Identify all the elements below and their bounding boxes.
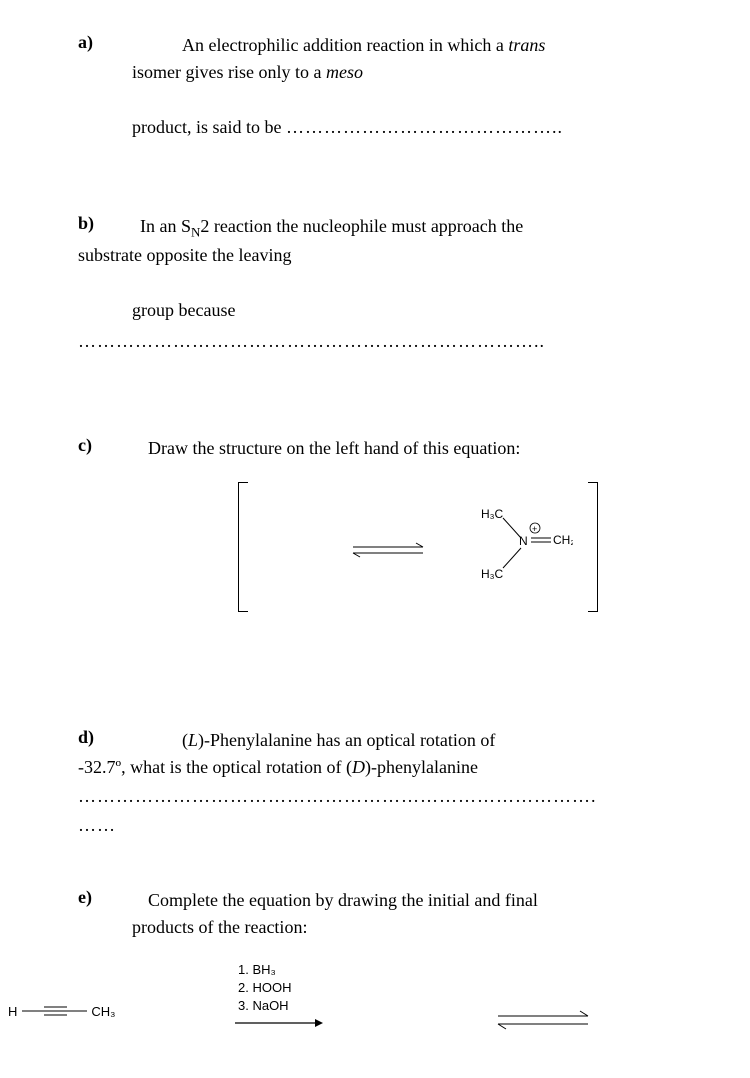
- question-c-line1: Draw the structure on the left hand of t…: [148, 435, 520, 462]
- triple-bond-icon: [19, 1003, 89, 1019]
- qa-line3-text: product, is said to be: [132, 117, 286, 137]
- question-c-label: c): [78, 435, 132, 456]
- qa-line2-italic: meso: [326, 62, 363, 82]
- qd-line2-post: )-phenylalanine: [365, 757, 478, 777]
- qa-line1-pre: An electrophilic addition reaction in wh…: [182, 35, 508, 55]
- reagents-block: H CH₃ 1. BH₃ 2. HOOH 3. NaOH: [78, 961, 672, 1041]
- equilibrium-right-icon: [493, 1009, 593, 1036]
- question-e-line1: Complete the equation by drawing the ini…: [148, 887, 538, 914]
- qa-line2-pre: isomer gives rise only to a: [132, 62, 326, 82]
- question-d-label: d): [78, 727, 132, 748]
- question-a-line3: product, is said to be ……………………………………..: [132, 114, 672, 141]
- qd-line2-italic: D: [352, 757, 365, 777]
- iminium-structure: H₃C N + CH₂ H₃C: [463, 500, 573, 592]
- question-c: c) Draw the structure on the left hand o…: [78, 435, 672, 632]
- question-b: b) In an SN2 reaction the nucleophile mu…: [78, 213, 672, 355]
- question-a-label: a): [78, 32, 132, 53]
- reaction-arrow-icon: [233, 1016, 323, 1034]
- qb-line1-post: 2 reaction the nucleophile must approach…: [200, 216, 523, 236]
- question-b-label: b): [78, 213, 132, 234]
- question-d-line1: (L)-Phenylalanine has an optical rotatio…: [182, 727, 495, 754]
- struct-n: N: [519, 534, 528, 548]
- equilibrium-arrow-icon: [348, 540, 428, 565]
- bracket-left: [238, 482, 248, 612]
- question-e-label: e): [78, 887, 132, 908]
- question-e-row1: e) Complete the equation by drawing the …: [78, 887, 672, 914]
- reagent-2: 2. HOOH: [238, 979, 291, 997]
- struct-h3c-top: H₃C: [481, 507, 504, 521]
- reagent-3: 3. NaOH: [238, 997, 291, 1015]
- qb-line1-sub: N: [191, 225, 200, 240]
- question-b-line3: group because: [132, 297, 672, 324]
- question-d-line3: ……………………………………………………………………….: [78, 783, 672, 810]
- reagents-list: 1. BH₃ 2. HOOH 3. NaOH: [238, 961, 291, 1016]
- qa-line1-italic: trans: [508, 35, 545, 55]
- reagent-1: 1. BH₃: [238, 961, 291, 979]
- struct-h3c-bottom: H₃C: [481, 567, 504, 581]
- question-c-row1: c) Draw the structure on the left hand o…: [78, 435, 672, 462]
- struct-charge: +: [532, 524, 537, 534]
- question-d: d) (L)-Phenylalanine has an optical rota…: [78, 727, 672, 839]
- sm-ch3: CH₃: [91, 1004, 115, 1019]
- question-b-line2: substrate opposite the leaving: [78, 242, 672, 269]
- bracket-container: H₃C N + CH₂ H₃C: [238, 482, 598, 632]
- question-b-row1: b) In an SN2 reaction the nucleophile mu…: [78, 213, 672, 242]
- question-e: e) Complete the equation by drawing the …: [78, 887, 672, 1041]
- question-e-line2: products of the reaction:: [132, 914, 672, 941]
- starting-material: H CH₃: [8, 1003, 115, 1019]
- question-a-row1: a) An electrophilic addition reaction in…: [78, 32, 672, 59]
- sm-h: H: [8, 1004, 17, 1019]
- question-b-line4: ………………………………………………………………..: [78, 328, 672, 355]
- bracket-right: [588, 482, 598, 612]
- qa-line3-dots: ……………………………………..: [286, 117, 563, 137]
- question-a-line2: isomer gives rise only to a meso: [132, 59, 672, 86]
- qb-line1-pre: In an S: [140, 216, 191, 236]
- question-a: a) An electrophilic addition reaction in…: [78, 32, 672, 141]
- struct-ch2: CH₂: [553, 533, 573, 547]
- qd-line2-pre: -32.7º, what is the optical rotation of …: [78, 757, 352, 777]
- question-d-line2: -32.7º, what is the optical rotation of …: [78, 754, 672, 781]
- question-d-row1: d) (L)-Phenylalanine has an optical rota…: [78, 727, 672, 754]
- qd-line1-italic: L: [188, 730, 198, 750]
- qd-line1-post: )-Phenylalanine has an optical rotation …: [198, 730, 495, 750]
- question-d-line4: ……: [78, 812, 672, 839]
- question-a-line1: An electrophilic addition reaction in wh…: [182, 32, 545, 59]
- question-b-line1: In an SN2 reaction the nucleophile must …: [140, 213, 523, 242]
